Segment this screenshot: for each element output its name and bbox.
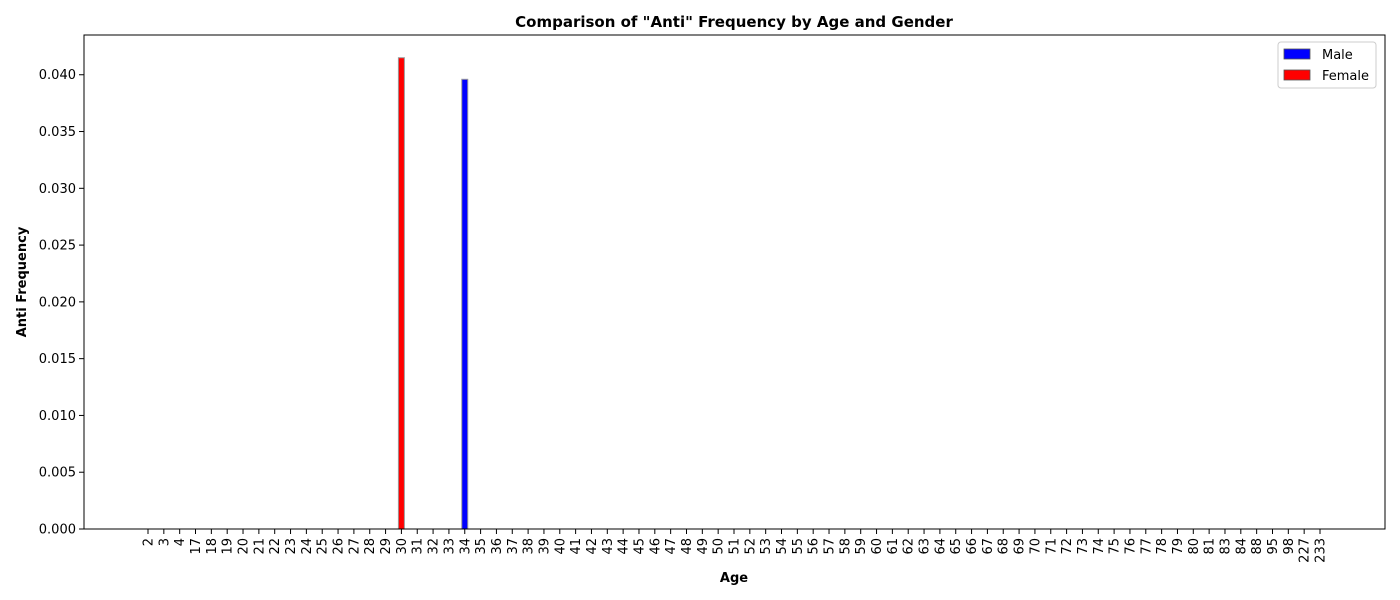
y-axis-ticks: 0.000 0.005 0.010 0.015 0.020 0.025 0.030 0.035… <box>39 68 84 538</box>
y-tick-label: 0.000 <box>39 523 76 538</box>
x-tick-label: 38 <box>522 538 537 555</box>
x-tick-label: 98 <box>1282 538 1297 555</box>
x-tick-label: 47 <box>664 538 679 555</box>
x-tick-label: 51 <box>728 538 743 555</box>
legend-label-female: Female <box>1322 69 1369 84</box>
x-tick-label: 40 <box>553 538 568 555</box>
x-tick-label: 233 <box>1314 538 1329 563</box>
x-tick-label: 72 <box>1060 538 1075 555</box>
x-tick-label: 53 <box>759 538 774 555</box>
x-tick-label: 63 <box>918 538 933 555</box>
x-tick-label: 24 <box>300 538 315 555</box>
x-tick-label: 227 <box>1298 538 1313 563</box>
x-tick-label: 22 <box>268 538 283 555</box>
x-tick-label: 55 <box>791 538 806 555</box>
y-tick-label: 0.010 <box>39 409 76 424</box>
x-tick-label: 34 <box>458 538 473 555</box>
bars <box>397 57 469 530</box>
x-tick-label: 77 <box>1139 538 1154 555</box>
x-tick-label: 18 <box>205 538 220 555</box>
x-tick-label: 88 <box>1250 538 1265 555</box>
x-tick-label: 74 <box>1092 538 1107 555</box>
y-tick-label: 0.025 <box>39 239 76 254</box>
x-tick-label: 65 <box>949 538 964 555</box>
x-tick-label: 30 <box>395 538 410 555</box>
x-tick-label: 58 <box>838 538 853 555</box>
x-tick-label: 28 <box>363 538 378 555</box>
plot-area-frame <box>83 34 1386 530</box>
x-tick-label: 20 <box>237 538 252 555</box>
x-tick-label: 54 <box>775 538 790 555</box>
x-tick-label: 25 <box>316 538 331 555</box>
legend-swatch-female <box>1283 69 1311 81</box>
x-tick-label: 41 <box>569 538 584 555</box>
x-tick-label: 46 <box>648 538 663 555</box>
y-tick-label: 0.020 <box>39 295 76 310</box>
y-axis-label: Anti Frequency <box>15 226 30 337</box>
legend-swatch-male <box>1283 48 1311 60</box>
x-tick-label: 73 <box>1076 538 1091 555</box>
x-axis-ticks: 2 3 4 17 18 19 20 21 22 23 24 25 26 27 28 29 30 31 32 33 34 3… <box>142 529 1329 563</box>
x-tick-label: 50 <box>712 538 727 555</box>
x-tick-label: 61 <box>886 538 901 555</box>
y-tick-label: 0.040 <box>39 68 76 83</box>
x-tick-label: 17 <box>189 538 204 555</box>
x-tick-label: 75 <box>1108 538 1123 555</box>
x-tick-label: 27 <box>347 538 362 555</box>
x-tick-label: 49 <box>696 538 711 555</box>
x-axis-label: Age <box>720 571 748 586</box>
legend: Male Female <box>1277 41 1377 89</box>
x-tick-label: 26 <box>332 538 347 555</box>
x-tick-label: 32 <box>427 538 442 555</box>
x-tick-label: 64 <box>933 538 948 555</box>
x-tick-label: 42 <box>585 538 600 555</box>
x-tick-label: 71 <box>1044 538 1059 555</box>
x-tick-label: 95 <box>1266 538 1281 555</box>
x-tick-label: 56 <box>807 538 822 555</box>
x-tick-label: 31 <box>411 538 426 555</box>
x-tick-label: 83 <box>1218 538 1233 555</box>
x-tick-label: 29 <box>379 538 394 555</box>
x-tick-label: 2 <box>142 538 157 546</box>
y-tick-label: 0.030 <box>39 182 76 197</box>
x-tick-label: 35 <box>474 538 489 555</box>
x-tick-label: 68 <box>997 538 1012 555</box>
x-tick-label: 4 <box>173 538 188 546</box>
x-tick-label: 70 <box>1028 538 1043 555</box>
x-tick-label: 69 <box>1013 538 1028 555</box>
x-tick-label: 57 <box>823 538 838 555</box>
x-tick-label: 59 <box>854 538 869 555</box>
x-tick-label: 48 <box>680 538 695 555</box>
x-tick-label: 62 <box>902 538 917 555</box>
x-tick-label: 79 <box>1171 538 1186 555</box>
x-tick-label: 80 <box>1187 538 1202 555</box>
x-tick-label: 52 <box>743 538 758 555</box>
x-tick-label: 66 <box>965 538 980 555</box>
x-tick-label: 23 <box>284 538 299 555</box>
x-tick-label: 67 <box>981 538 996 555</box>
y-tick-label: 0.015 <box>39 352 76 367</box>
x-tick-label: 37 <box>506 538 521 555</box>
x-tick-label: 76 <box>1123 538 1138 555</box>
x-tick-label: 3 <box>157 538 172 546</box>
x-tick-label: 36 <box>490 538 505 555</box>
x-tick-label: 33 <box>442 538 457 555</box>
bar-female-age-30 <box>397 57 405 530</box>
bar-male-age-34 <box>461 78 469 530</box>
x-tick-label: 60 <box>870 538 885 555</box>
y-tick-label: 0.035 <box>39 125 76 140</box>
x-tick-label: 45 <box>632 538 647 555</box>
legend-label-male: Male <box>1322 48 1353 63</box>
x-tick-label: 84 <box>1234 538 1249 555</box>
x-tick-label: 44 <box>617 538 632 555</box>
chart-title: Comparison of "Anti" Frequency by Age an… <box>515 13 953 31</box>
x-tick-label: 19 <box>221 538 236 555</box>
x-tick-label: 78 <box>1155 538 1170 555</box>
y-tick-label: 0.005 <box>39 466 76 481</box>
x-tick-label: 39 <box>537 538 552 555</box>
x-tick-label: 43 <box>601 538 616 555</box>
x-tick-label: 21 <box>252 538 267 555</box>
x-tick-label: 81 <box>1203 538 1218 555</box>
